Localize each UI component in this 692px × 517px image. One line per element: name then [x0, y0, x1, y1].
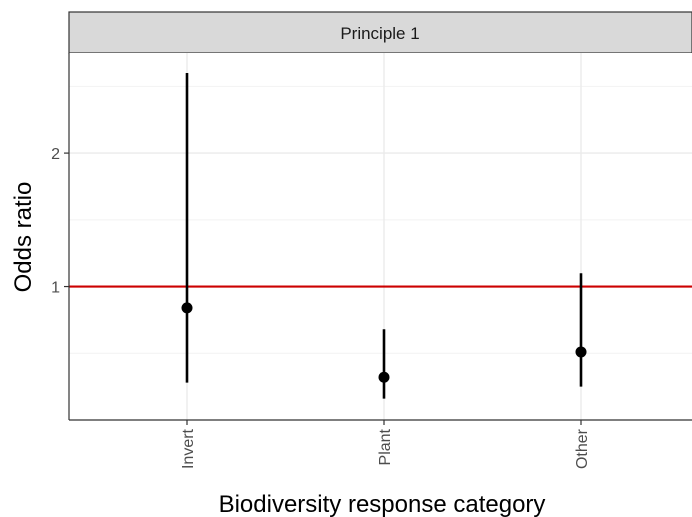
y-axis-title: Odds ratio — [10, 182, 37, 293]
x-tick-label-invert: Invert — [180, 428, 197, 469]
x-tick-label-other: Other — [574, 428, 591, 469]
y-tick-label: 2 — [51, 146, 60, 163]
point-invert — [181, 302, 193, 314]
plot-panel — [69, 53, 692, 420]
marks — [181, 73, 587, 399]
y-tick-label: 1 — [51, 280, 60, 297]
x-axis-title: Biodiversity response category — [219, 491, 546, 517]
axes: 1 2 Invert Plant Other — [51, 146, 591, 469]
facet-label: Principle 1 — [340, 24, 419, 43]
point-other — [575, 346, 587, 358]
x-tick-label-plant: Plant — [377, 428, 394, 465]
point-plant — [378, 371, 390, 383]
facet-strip — [68, 11, 692, 54]
